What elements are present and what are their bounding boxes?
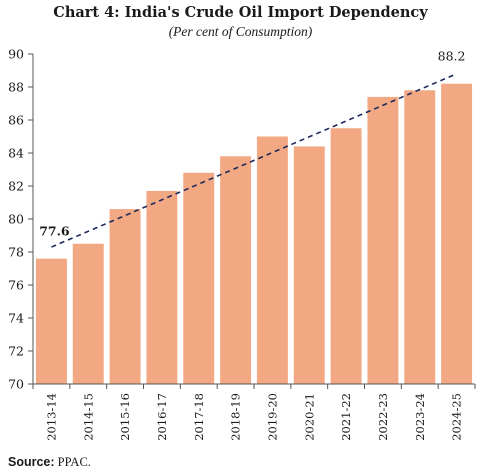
- x-tick-label-2018-19: 2018-19: [229, 393, 243, 441]
- trendline: [51, 73, 457, 248]
- x-tick-label-2016-17: 2016-17: [155, 393, 169, 441]
- y-tick-label-74: 74: [8, 311, 24, 326]
- bar-2019-20: [256, 136, 288, 384]
- bar-2024-25: [441, 83, 473, 384]
- y-tick-label-76: 76: [8, 278, 24, 293]
- annotations-group: 77.6 88.2: [39, 49, 465, 239]
- source-label: Source:: [8, 455, 55, 469]
- bar-chart: 70 72 74 76 78 80 82 84 86 88 90 2013-14 2014-15 2015…: [8, 47, 476, 441]
- y-tick-label-86: 86: [8, 113, 24, 128]
- bar-2015-16: [109, 209, 141, 384]
- y-tick-label-90: 90: [8, 47, 24, 62]
- x-tick-label-2021-22: 2021-22: [339, 393, 353, 441]
- x-tick-label-2020-21: 2020-21: [302, 393, 316, 441]
- chart-title: Chart 4: India's Crude Oil Import Depend…: [53, 4, 428, 21]
- bar-2018-19: [220, 156, 252, 384]
- source-text: PPAC.: [57, 455, 91, 469]
- y-tick-label-88: 88: [8, 80, 24, 95]
- bar-2020-21: [293, 146, 325, 384]
- bar-2013-14: [35, 258, 67, 384]
- y-tick-label-84: 84: [8, 146, 24, 161]
- data-label-2013-14: 77.6: [39, 224, 70, 239]
- x-tick-label-2019-20: 2019-20: [265, 393, 279, 441]
- x-tick-label-2023-24: 2023-24: [413, 393, 427, 441]
- x-tick-label-2022-23: 2022-23: [376, 393, 390, 441]
- x-tick-label-2017-18: 2017-18: [192, 393, 206, 441]
- y-tick-label-82: 82: [8, 179, 24, 194]
- chart-subtitle: (Per cent of Consumption): [168, 24, 313, 39]
- y-tick-label-72: 72: [8, 344, 24, 359]
- y-tick-label-80: 80: [8, 212, 24, 227]
- bar-2016-17: [146, 190, 178, 384]
- bar-2017-18: [183, 172, 215, 384]
- source-note: Source: PPAC.: [8, 455, 91, 470]
- y-tick-label-78: 78: [8, 245, 24, 260]
- bar-2021-22: [330, 128, 362, 384]
- x-tick-label-2014-15: 2014-15: [81, 393, 95, 441]
- x-tick-label-2015-16: 2015-16: [118, 393, 132, 441]
- axes-group: 70 72 74 76 78 80 82 84 86 88 90 2013-14 2014-15 2015…: [8, 47, 476, 441]
- y-tick-label-70: 70: [8, 377, 24, 392]
- x-tick-label-2013-14: 2013-14: [44, 393, 58, 441]
- x-tick-label-2024-25: 2024-25: [450, 393, 464, 441]
- data-label-2024-25: 88.2: [438, 49, 466, 64]
- bar-2022-23: [367, 96, 399, 385]
- bar-2014-15: [72, 243, 104, 384]
- bars-group: [35, 83, 473, 385]
- bar-2023-24: [404, 90, 436, 385]
- trendline-group: [51, 73, 457, 248]
